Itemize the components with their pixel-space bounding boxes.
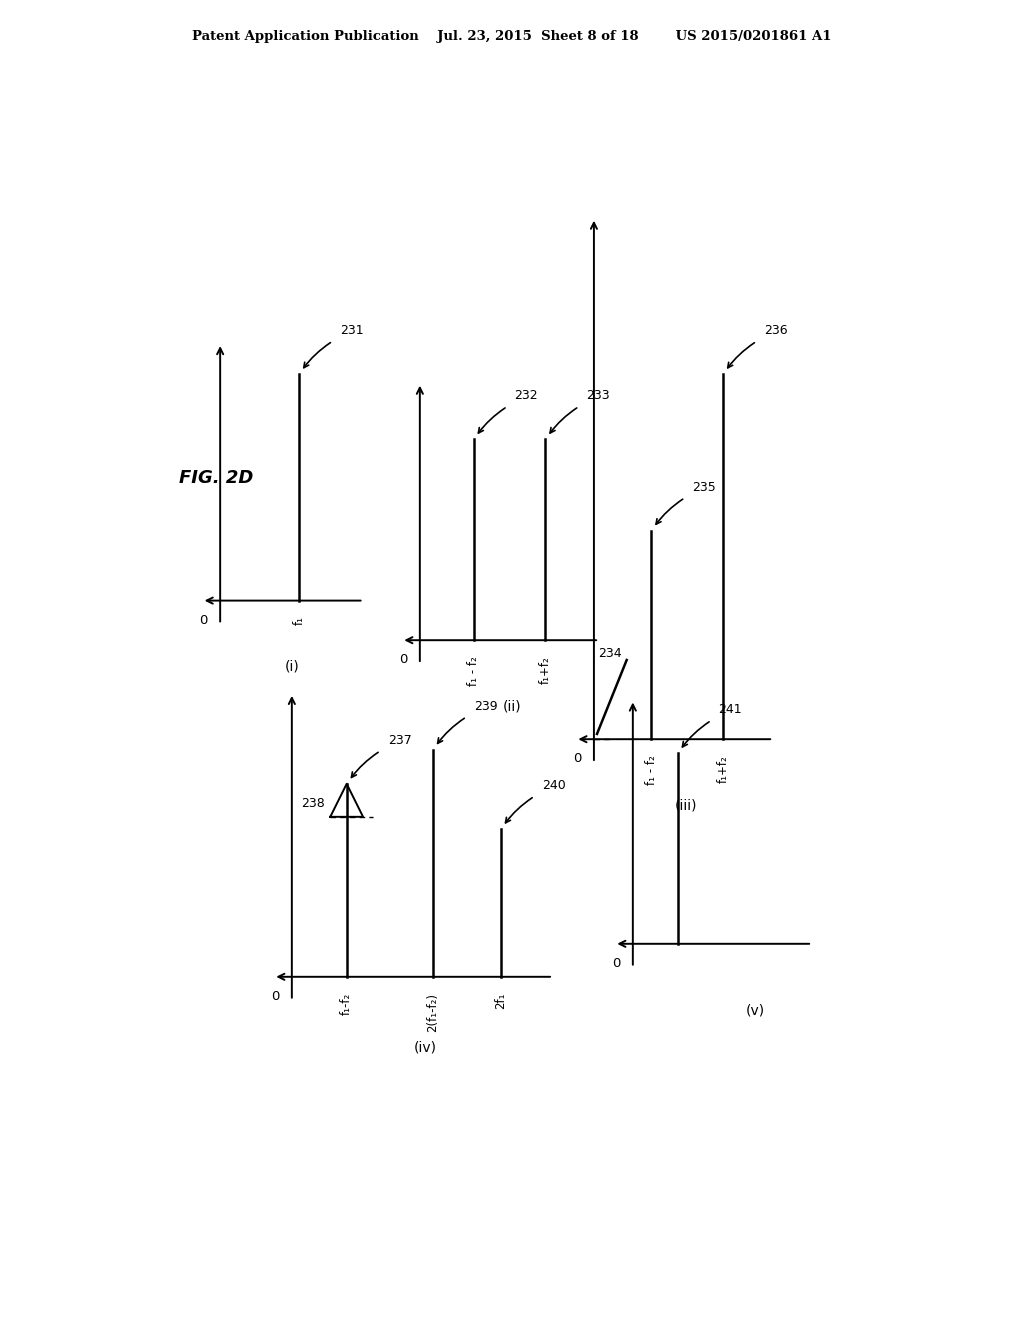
Text: 231: 231 [340,325,364,337]
Text: 233: 233 [586,389,610,403]
Text: 0: 0 [573,752,582,766]
Text: (ii): (ii) [503,700,521,714]
Text: 235: 235 [692,480,716,494]
Text: FIG. 2D: FIG. 2D [179,469,254,487]
Text: 0: 0 [612,957,621,970]
Text: 2f₁: 2f₁ [495,993,507,1008]
Text: (i): (i) [285,660,299,675]
Text: 236: 236 [764,325,787,337]
Text: 234: 234 [598,647,622,660]
Text: (iv): (iv) [414,1040,436,1055]
Text: 239: 239 [474,700,498,713]
Text: 0: 0 [271,990,280,1003]
Text: f₁ - f₂: f₁ - f₂ [467,656,480,686]
Text: f₁+f₂: f₁+f₂ [717,755,729,783]
Text: f₁+f₂: f₁+f₂ [539,656,552,684]
Text: (iii): (iii) [675,799,697,813]
Text: f₁-f₂: f₁-f₂ [340,993,353,1015]
Text: 232: 232 [514,389,539,403]
Text: 0: 0 [399,653,408,667]
Text: f₁ - f₂: f₁ - f₂ [645,755,657,785]
Text: 2(f₁-f₂): 2(f₁-f₂) [426,993,439,1032]
Text: Patent Application Publication    Jul. 23, 2015  Sheet 8 of 18        US 2015/02: Patent Application Publication Jul. 23, … [193,30,831,44]
Text: 237: 237 [388,734,412,747]
Text: 0: 0 [200,614,208,627]
Text: f₁: f₁ [293,616,305,626]
Text: (v): (v) [746,1003,765,1018]
Text: 240: 240 [542,779,565,792]
Text: 238: 238 [301,797,326,810]
Text: 241: 241 [719,704,742,717]
